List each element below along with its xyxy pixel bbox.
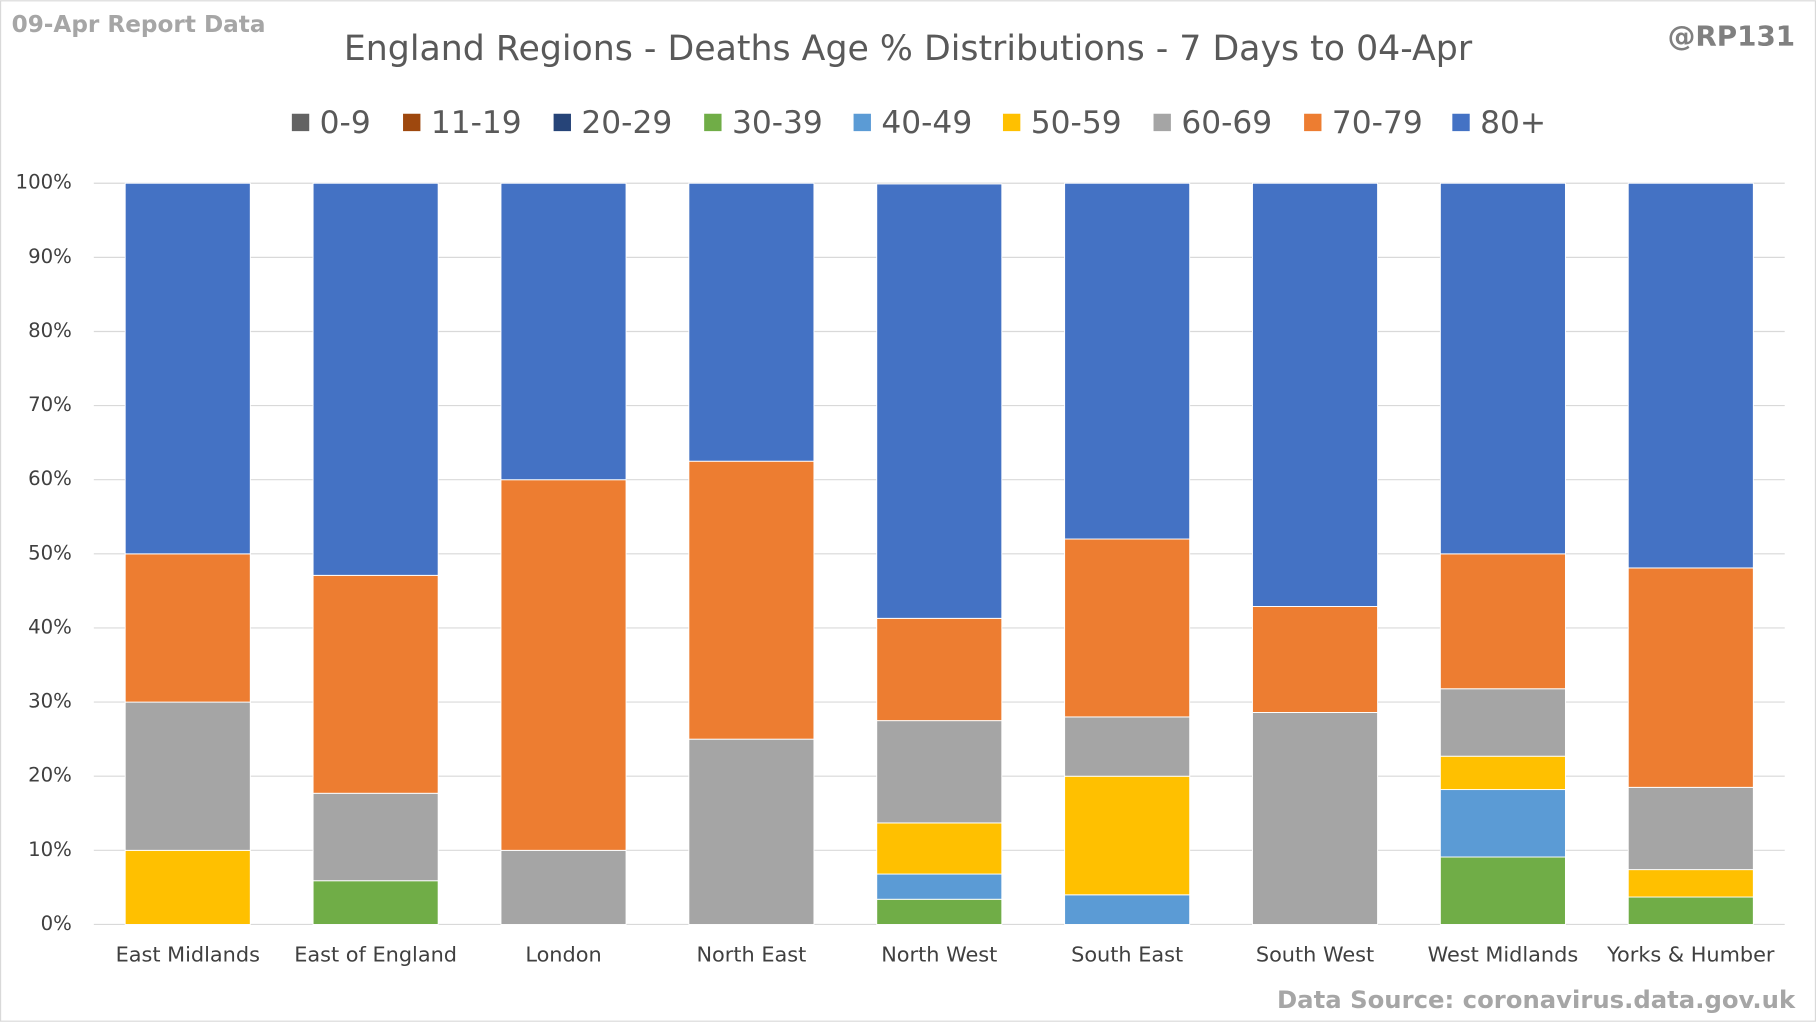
bar-segment xyxy=(1627,182,1754,569)
bar-segment xyxy=(1064,538,1191,718)
y-tick-label: 60% xyxy=(28,467,72,490)
bar-segment xyxy=(312,182,439,576)
y-tick-label: 90% xyxy=(28,245,72,268)
bar-segment xyxy=(500,479,627,851)
report-label: 09-Apr Report Data xyxy=(12,12,266,38)
bar-segment xyxy=(1439,182,1566,555)
legend-label: 40-49 xyxy=(881,105,972,141)
bar-segment xyxy=(312,792,439,882)
bar-segment xyxy=(1439,856,1566,925)
y-tick-label: 50% xyxy=(28,541,72,564)
bar-segment xyxy=(1627,869,1754,898)
source-label: Data Source: coronavirus.data.gov.uk xyxy=(1277,985,1796,1014)
legend-swatch xyxy=(403,113,421,132)
y-tick-label: 80% xyxy=(28,319,72,342)
legend-label: 11-19 xyxy=(431,105,522,141)
bar-segment xyxy=(876,898,1003,925)
bar-segment xyxy=(688,182,815,462)
legend-swatch xyxy=(853,113,871,132)
bar-segment xyxy=(124,701,251,851)
y-tick-label: 70% xyxy=(28,393,72,416)
bar-segment xyxy=(1064,894,1191,925)
bar-segment xyxy=(124,849,251,925)
y-tick-label: 100% xyxy=(16,171,72,194)
x-tick-label: North East xyxy=(696,943,806,967)
legend-swatch xyxy=(291,113,310,132)
x-tick-label: Yorks & Humber xyxy=(1606,943,1775,967)
bar-segment xyxy=(312,880,439,925)
bar-segment xyxy=(1627,786,1754,871)
bar-segment xyxy=(124,553,251,703)
legend-label: 70-79 xyxy=(1332,105,1423,141)
x-tick-label: West Midlands xyxy=(1428,943,1579,967)
legend-swatch xyxy=(704,113,722,132)
chart-title: England Regions - Deaths Age % Distribut… xyxy=(344,29,1473,69)
bar-segment xyxy=(1439,755,1566,791)
x-tick-label: East of England xyxy=(294,943,457,967)
legend-label: 60-69 xyxy=(1181,105,1272,141)
bar-segment xyxy=(1439,553,1566,690)
bar-segment xyxy=(1064,182,1191,540)
legend-label: 30-39 xyxy=(732,105,823,141)
bar-segment xyxy=(876,183,1003,619)
bar-segment xyxy=(1627,567,1754,788)
legend-label: 0-9 xyxy=(320,105,371,141)
y-tick-label: 10% xyxy=(28,838,72,861)
x-tick-label: South East xyxy=(1071,943,1183,967)
y-tick-label: 30% xyxy=(28,690,72,713)
x-tick-label: South West xyxy=(1256,943,1374,967)
y-tick-label: 20% xyxy=(28,764,72,787)
bar-segment xyxy=(1627,896,1754,925)
bar-segment xyxy=(1252,182,1379,607)
legend-label: 80+ xyxy=(1480,105,1546,141)
legend-label: 20-29 xyxy=(581,105,672,141)
bar-segment xyxy=(312,574,439,794)
bar-segment xyxy=(876,720,1003,824)
bar-segment xyxy=(1252,606,1379,713)
legend-swatch xyxy=(1002,113,1021,132)
bar-segment xyxy=(1064,775,1191,896)
bar-segment xyxy=(1064,716,1191,777)
legend-swatch xyxy=(1452,113,1470,132)
x-tick-label: London xyxy=(525,943,601,967)
bar-segment xyxy=(688,738,815,925)
bar-segment xyxy=(500,182,627,481)
y-tick-label: 40% xyxy=(28,615,72,638)
bar-segment xyxy=(500,849,627,925)
bar-segment xyxy=(124,182,251,555)
bar-segment xyxy=(876,617,1003,722)
legend-swatch xyxy=(553,113,571,132)
legend-label: 50-59 xyxy=(1031,105,1122,141)
x-tick-label: East Midlands xyxy=(116,943,260,967)
bar-segment xyxy=(876,873,1003,900)
bar-segment xyxy=(876,822,1003,875)
legend-swatch xyxy=(1153,113,1171,132)
bar-segment xyxy=(688,460,815,740)
bar-segment xyxy=(1252,712,1379,925)
bar-segment xyxy=(1439,789,1566,858)
author-label: @RP131 xyxy=(1668,19,1796,52)
bar-segment xyxy=(1439,688,1566,757)
x-tick-label: North West xyxy=(881,943,997,967)
legend-swatch xyxy=(1304,113,1322,132)
y-tick-label: 0% xyxy=(41,912,72,935)
